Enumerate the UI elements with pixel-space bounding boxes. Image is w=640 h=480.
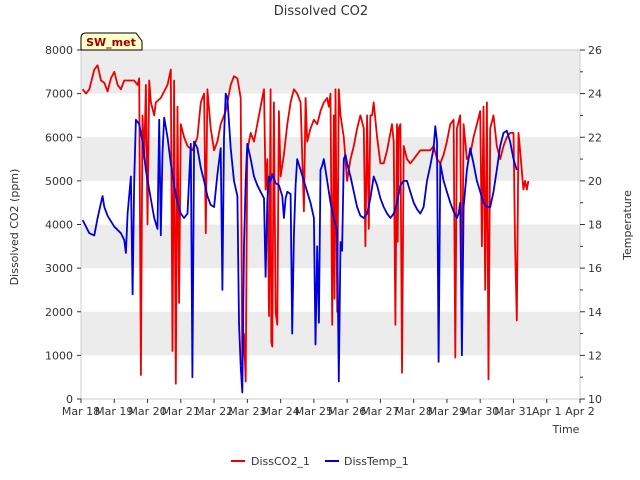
x-tick-label: Apr 2 bbox=[565, 405, 595, 418]
y2-axis-label: Temperature bbox=[621, 190, 634, 261]
y2-tick-label: 10 bbox=[588, 393, 602, 406]
series-line-disstemp bbox=[81, 92, 518, 394]
x-tick-label: Mar 23 bbox=[228, 405, 266, 418]
grid-band bbox=[81, 311, 580, 356]
y-tick-label: 4000 bbox=[45, 219, 73, 232]
x-tick-label: Mar 20 bbox=[128, 405, 166, 418]
y2-tick-label: 24 bbox=[588, 88, 602, 101]
legend: DissCO2_1 DissTemp_1 bbox=[231, 455, 409, 468]
x-tick-label: Mar 29 bbox=[428, 405, 466, 418]
grid-band bbox=[81, 50, 580, 94]
y2-tick-label: 16 bbox=[588, 262, 602, 275]
x-tick-label: Mar 21 bbox=[162, 405, 200, 418]
y-axis-label: Dissolved CO2 (ppm) bbox=[8, 169, 21, 286]
x-tick-label: Mar 25 bbox=[295, 405, 333, 418]
x-tick-label: Mar 28 bbox=[395, 405, 433, 418]
site-label: SW_met bbox=[86, 36, 136, 49]
y-tick-label: 8000 bbox=[45, 44, 73, 57]
x-tick-label: Mar 19 bbox=[95, 405, 133, 418]
x-tick-label: Mar 31 bbox=[494, 405, 532, 418]
y-tick-label: 7000 bbox=[45, 88, 73, 101]
y2-tick-label: 22 bbox=[588, 131, 602, 144]
y-tick-label: 6000 bbox=[45, 131, 73, 144]
y2-tick-label: 12 bbox=[588, 349, 602, 362]
x-tick-label: Apr 1 bbox=[532, 405, 562, 418]
y-tick-label: 2000 bbox=[45, 306, 73, 319]
plot-bands bbox=[81, 50, 580, 356]
x-tick-label: Mar 24 bbox=[261, 405, 299, 418]
y-tick-label: 1000 bbox=[45, 349, 73, 362]
y2-tick-label: 18 bbox=[588, 219, 602, 232]
y2-tick-label: 26 bbox=[588, 44, 602, 57]
y-tick-label: 3000 bbox=[45, 262, 73, 275]
x-tick-label: Mar 22 bbox=[195, 405, 233, 418]
x-tick-label: Mar 27 bbox=[361, 405, 399, 418]
grid-band bbox=[81, 224, 580, 269]
legend-label-co2: DissCO2_1 bbox=[251, 455, 310, 468]
chart-title: Dissolved CO2 bbox=[274, 4, 368, 19]
y-tick-label: 5000 bbox=[45, 175, 73, 188]
y2-tick-label: 14 bbox=[588, 306, 602, 319]
x-tick-label: Mar 30 bbox=[461, 405, 499, 418]
legend-label-temp: DissTemp_1 bbox=[344, 455, 409, 468]
series-lines bbox=[81, 64, 530, 394]
y2-tick-label: 20 bbox=[588, 175, 602, 188]
y-tick-label: 0 bbox=[66, 393, 73, 406]
x-tick-label: Mar 26 bbox=[328, 405, 366, 418]
x-tick-label: Mar 18 bbox=[62, 405, 100, 418]
y-axis-left: 0 1000 2000 3000 4000 5000 6000 7000 8000 bbox=[45, 44, 81, 406]
y-axis-right: 10 12 14 16 18 20 22 24 26 bbox=[580, 44, 602, 406]
site-label-badge: SW_met bbox=[80, 32, 143, 51]
x-axis-label: Time bbox=[552, 423, 580, 436]
site-label-shape bbox=[80, 32, 143, 51]
